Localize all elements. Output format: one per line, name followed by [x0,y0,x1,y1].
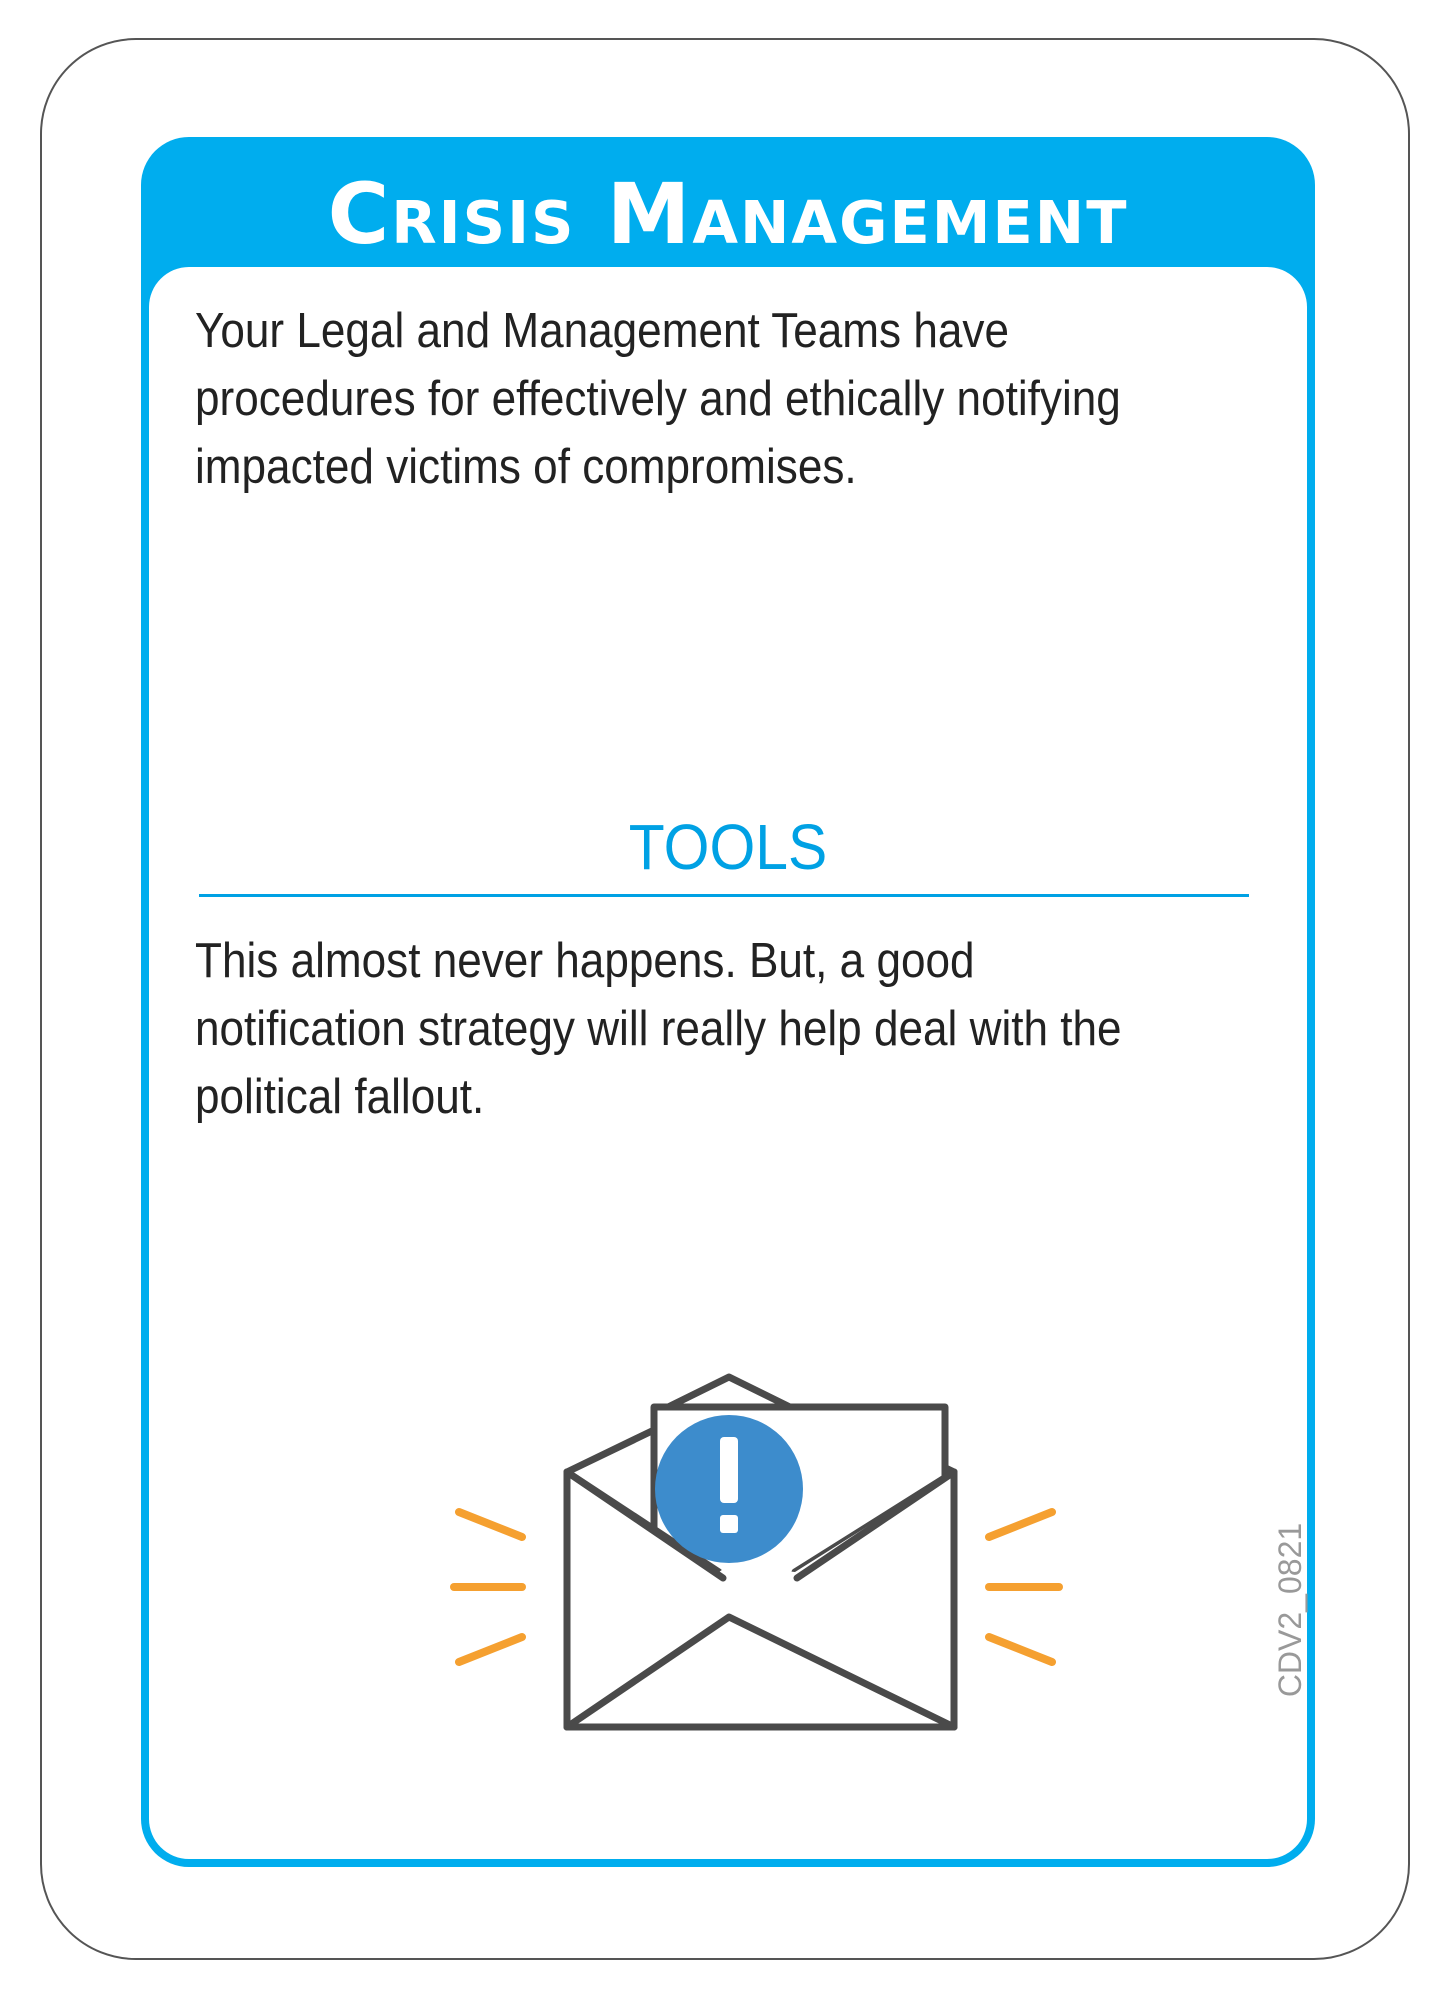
letter-peak [650,1373,808,1418]
card-title: Crisis Management [327,165,1129,263]
alert-bar [720,1437,738,1503]
alert-dot [720,1515,738,1533]
tools-text: This almost never happens. But, a good n… [195,934,1122,1124]
notification-rays [450,1508,1063,1666]
section-divider [199,894,1249,897]
card-frame: Crisis Management Your Legal and Managem… [141,137,1315,1867]
card-code: CDV2_0821 [1272,1522,1308,1698]
tools-heading: TOOLS [628,811,828,883]
envelope-bottom-v [563,1613,958,1731]
card-description: Your Legal and Management Teams have pro… [195,304,1121,494]
card-body: Your Legal and Management Teams have pro… [149,267,1307,1859]
envelope-alert-icon [450,1373,1063,1731]
